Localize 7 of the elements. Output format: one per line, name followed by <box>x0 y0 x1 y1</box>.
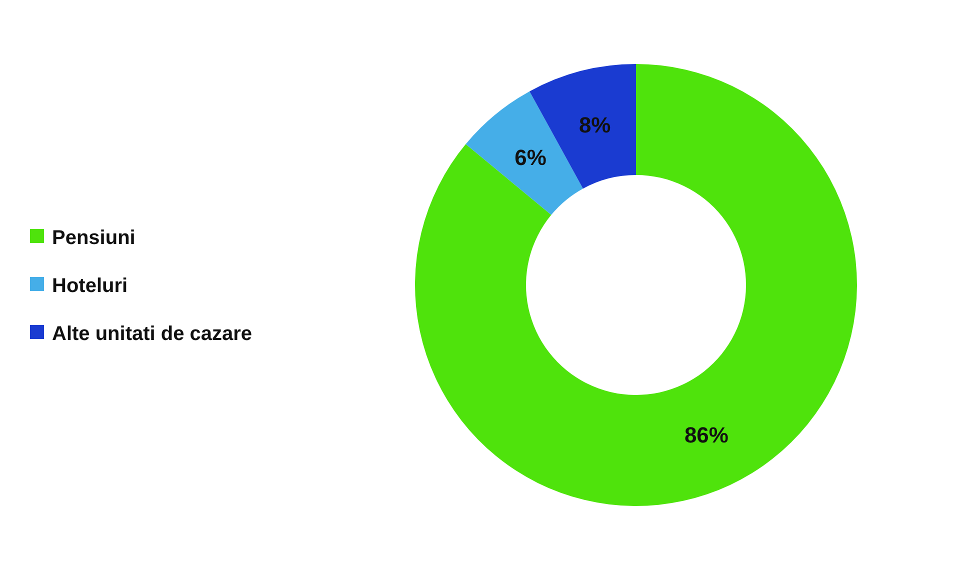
legend-label: Hoteluri <box>52 275 128 297</box>
data-label: 6% <box>514 145 546 170</box>
data-label: 8% <box>578 112 611 138</box>
data-label: 86% <box>684 422 728 448</box>
donut-slice <box>415 64 857 506</box>
legend-label: Pensiuni <box>52 227 136 249</box>
legend-label: Alte unitati de cazare <box>52 323 252 345</box>
